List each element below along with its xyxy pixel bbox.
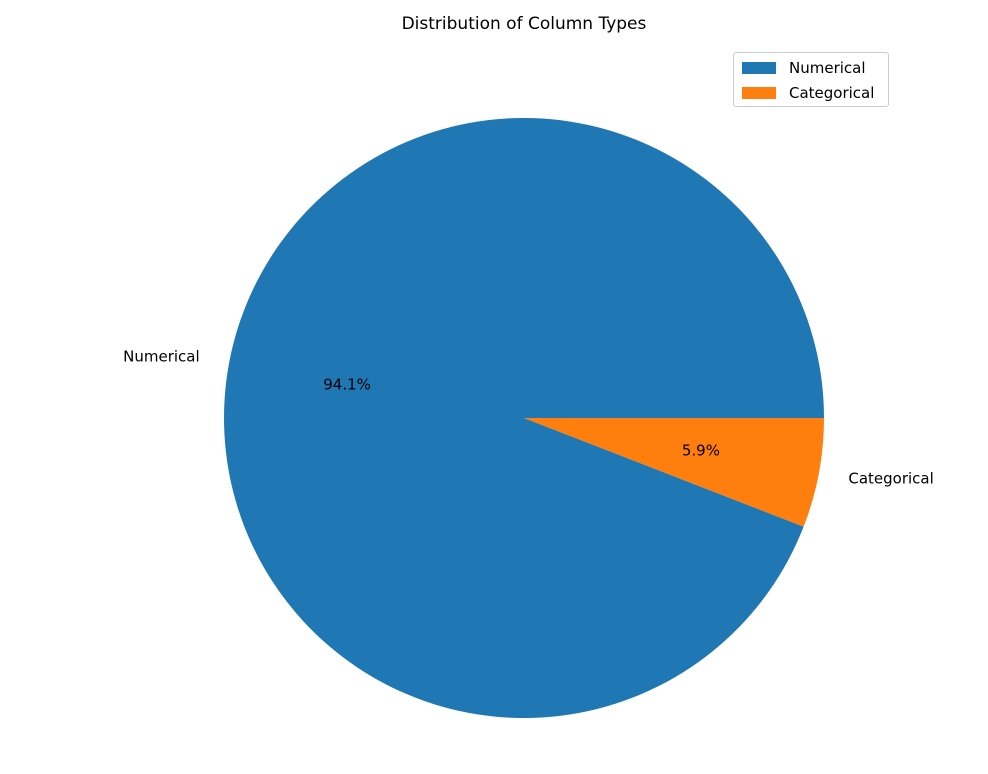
legend: Numerical Categorical [733,52,889,107]
legend-label-numerical: Numerical [789,59,866,77]
legend-label-categorical: Categorical [789,84,875,102]
pie-category-label-categorical: Categorical [848,469,933,487]
pie-category-label-numerical: Numerical [123,348,200,366]
legend-swatch-categorical [742,87,776,99]
pie-slices [224,118,824,719]
legend-swatch-numerical [742,62,776,74]
pie-pct-label-numerical: 94.1% [323,375,371,393]
chart-title: Distribution of Column Types [401,14,647,34]
pie-labels: 94.1% Numerical 5.9% Categorical [123,348,934,488]
legend-item-categorical: Categorical [742,83,874,103]
legend-item-numerical: Numerical [742,58,866,78]
pie-pct-label-categorical: 5.9% [682,442,720,460]
pie-slice-numerical [224,118,824,719]
pie-slice-categorical [524,418,824,527]
